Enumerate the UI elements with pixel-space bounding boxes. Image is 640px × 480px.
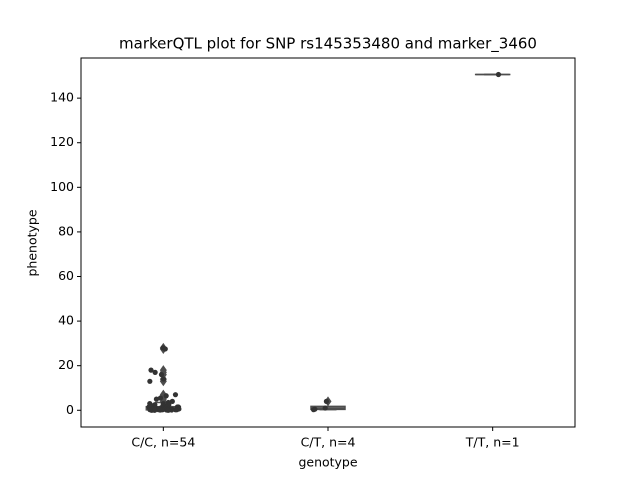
y-tick-label: 80 [58, 223, 74, 238]
point [153, 396, 160, 402]
point [323, 398, 330, 404]
y-tick-label: 60 [58, 268, 74, 283]
y-tick-label: 100 [50, 179, 74, 194]
x-axis-label: genotype [298, 455, 357, 470]
point [152, 369, 158, 375]
point [322, 405, 328, 411]
y-tick-label: 0 [66, 402, 74, 417]
point [173, 407, 179, 413]
point [151, 407, 158, 413]
y-tick-label: 140 [50, 90, 74, 105]
point [157, 395, 164, 401]
point [162, 346, 168, 352]
x-tick-label: C/T, n=4 [301, 435, 356, 450]
x-tick-label: C/C, n=54 [131, 435, 195, 450]
point [148, 367, 154, 373]
point [172, 392, 179, 398]
point [157, 407, 163, 413]
point [495, 71, 502, 78]
point [158, 372, 165, 378]
y-axis-label: phenotype [25, 209, 40, 276]
y-tick-label: 120 [50, 134, 74, 149]
y-tick-label: 40 [58, 313, 74, 328]
chart-title: markerQTL plot for SNP rs145353480 and m… [119, 35, 537, 54]
point [160, 376, 167, 382]
point [169, 398, 175, 404]
point [310, 407, 317, 413]
point [165, 407, 171, 413]
point [147, 378, 153, 384]
y-tick-label: 20 [58, 357, 74, 372]
point [163, 393, 169, 399]
x-tick-label: T/T, n=1 [465, 435, 520, 450]
